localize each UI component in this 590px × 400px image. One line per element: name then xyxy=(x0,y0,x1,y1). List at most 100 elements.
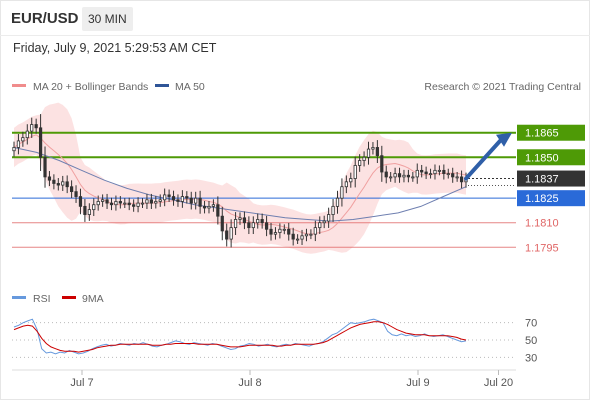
candle-body-24 xyxy=(118,201,122,204)
candle-body-85 xyxy=(389,176,393,179)
candle-body-64 xyxy=(296,238,300,241)
candle-body-51 xyxy=(238,217,242,220)
level-label-4: 1.1795 xyxy=(525,242,559,254)
bollinger-band-area xyxy=(14,102,466,254)
candle-body-56 xyxy=(260,219,264,224)
candle-body-60 xyxy=(278,228,282,233)
candle-body-94 xyxy=(428,173,433,176)
candle-body-10 xyxy=(56,183,60,186)
level-label-2: 1.1825 xyxy=(525,193,559,205)
candle-body-8 xyxy=(47,176,52,181)
candle-body-42 xyxy=(198,197,202,207)
legend-rsi-label: RSI xyxy=(33,293,51,305)
candle-body-41 xyxy=(194,197,198,204)
level-label-3: 1.1810 xyxy=(525,218,559,230)
candle-body-93 xyxy=(424,171,428,175)
candle-body-98 xyxy=(446,173,450,176)
candle-body-61 xyxy=(282,228,286,231)
timeframe-badge[interactable]: 30 MIN xyxy=(82,7,133,31)
candle-body-11 xyxy=(61,181,65,186)
candle-body-4 xyxy=(30,124,34,132)
candle-body-73 xyxy=(335,197,340,207)
candle-body-49 xyxy=(229,227,233,240)
candle-body-36 xyxy=(171,196,176,201)
candle-body-88 xyxy=(402,174,406,178)
candle-body-33 xyxy=(158,199,162,202)
level-badge-2 xyxy=(517,190,585,207)
candle-body-59 xyxy=(273,232,278,235)
rsi-pane: RSI 9MA 70 50 30 xyxy=(12,293,537,364)
legend-swatch-rsi xyxy=(12,296,26,299)
candle-body-45 xyxy=(211,204,216,207)
candle-body-50 xyxy=(233,219,238,229)
candle-body-37 xyxy=(176,199,180,202)
level-badge-1 xyxy=(517,149,585,166)
candle-body-26 xyxy=(127,202,131,206)
candle-body-29 xyxy=(140,202,145,205)
candle-body-101 xyxy=(459,176,464,183)
candle-body-62 xyxy=(287,228,291,235)
candle-body-13 xyxy=(70,186,74,193)
candle-body-28 xyxy=(136,202,140,207)
rsi-tick-50: 50 xyxy=(525,335,537,347)
forecast-arrow-shaft xyxy=(464,136,504,181)
rsi-line xyxy=(13,318,467,355)
candle-body-99 xyxy=(451,173,455,178)
symbol-label: EUR/USD xyxy=(11,10,79,27)
legend-swatch-ma20 xyxy=(12,84,26,87)
candle-body-27 xyxy=(132,204,136,207)
candle-body-84 xyxy=(384,171,388,178)
candle-body-20 xyxy=(101,199,105,202)
candle-body-54 xyxy=(251,222,255,229)
x-tick-label-2: Jul 9 xyxy=(406,377,429,389)
candle-body-74 xyxy=(340,186,344,199)
candle-body-3 xyxy=(25,130,29,139)
candle-body-63 xyxy=(291,233,295,240)
candle-body-72 xyxy=(331,205,335,215)
candle-body-38 xyxy=(180,196,184,202)
x-tick-label-0: Jul 7 xyxy=(70,377,93,389)
candle-body-31 xyxy=(149,199,153,204)
candle-body-77 xyxy=(353,165,357,179)
candle-body-91 xyxy=(415,169,419,178)
candle-body-80 xyxy=(366,148,371,158)
candle-body-92 xyxy=(420,169,424,173)
candle-body-34 xyxy=(163,194,167,201)
legend: MA 20 + Bollinger Bands MA 50 Research ©… xyxy=(12,81,581,93)
candle-body-2 xyxy=(21,137,25,142)
candle-body-47 xyxy=(220,215,224,232)
candle-body-76 xyxy=(349,178,353,183)
candle-body-14 xyxy=(74,191,78,197)
datetime-label: Friday, July 9, 2021 5:29:53 AM CET xyxy=(13,41,217,55)
candle-body-22 xyxy=(109,202,114,206)
level-badge-0 xyxy=(517,124,585,141)
x-axis: Jul 7 Jul 8 Jul 9 Jul 20 xyxy=(12,369,516,389)
forecast-arrow xyxy=(464,132,512,181)
candle-body-55 xyxy=(256,219,260,224)
candle-body-6 xyxy=(38,127,43,158)
legend-ma20-label: MA 20 + Bollinger Bands xyxy=(33,81,148,93)
candle-body-96 xyxy=(437,169,442,172)
x-tick-label-1: Jul 8 xyxy=(238,377,261,389)
candle-body-0 xyxy=(12,147,16,152)
candle-body-97 xyxy=(442,169,446,175)
candle-body-19 xyxy=(96,201,100,206)
copyright-label: Research © 2021 Trading Central xyxy=(424,81,581,93)
candle-body-48 xyxy=(225,230,229,240)
candle-body-39 xyxy=(185,196,189,199)
candle-body-87 xyxy=(397,173,402,178)
candle-body-1 xyxy=(16,140,21,148)
candle-body-79 xyxy=(362,156,366,161)
candle-body-86 xyxy=(393,173,397,178)
current-price-label: 1.1837 xyxy=(525,174,559,186)
ma50-line xyxy=(13,147,467,222)
candle-body-7 xyxy=(43,156,47,178)
level-label-0: 1.1865 xyxy=(525,128,559,140)
rsi-tick-30: 30 xyxy=(525,352,537,364)
candles xyxy=(12,114,468,248)
candle-body-32 xyxy=(154,201,158,204)
level-lines xyxy=(12,131,516,248)
candle-body-30 xyxy=(145,199,149,204)
candle-body-35 xyxy=(167,194,171,197)
